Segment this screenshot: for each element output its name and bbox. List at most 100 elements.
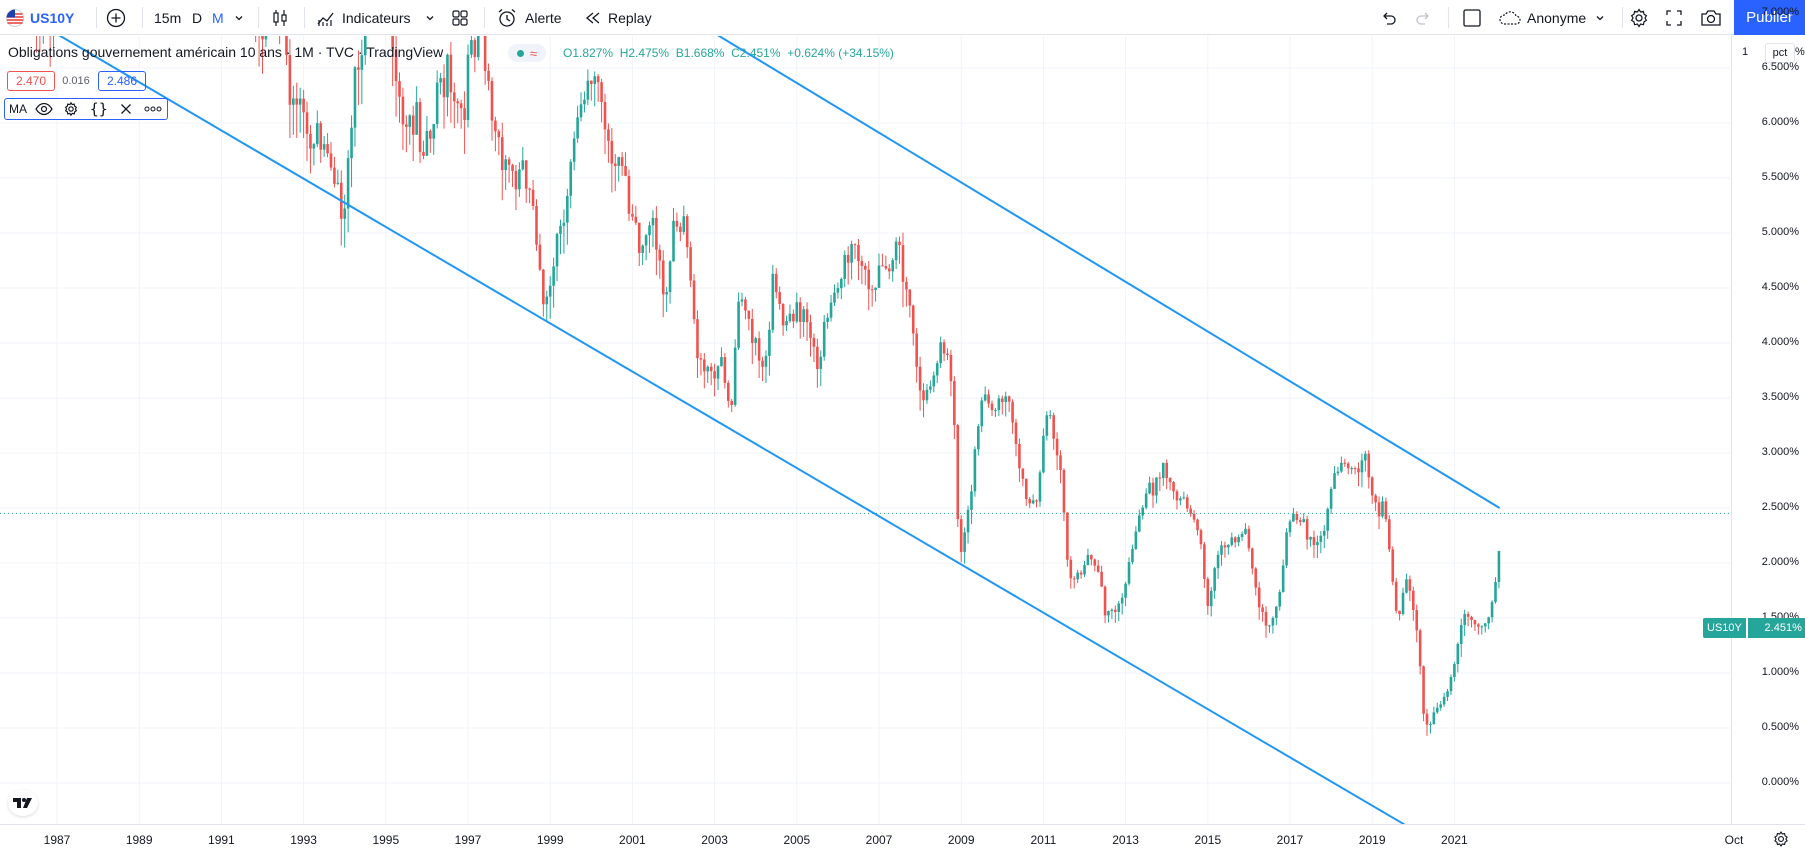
candle-body xyxy=(795,302,799,322)
candle-body xyxy=(429,130,432,139)
candle-body xyxy=(1370,477,1374,496)
alarm-clock-icon xyxy=(496,7,518,29)
price-axis[interactable]: 1 pct % 11.000%10.500%10.000%9.500%9.000… xyxy=(1731,6,1805,843)
candle-body xyxy=(634,216,638,223)
candle-body xyxy=(1093,559,1097,566)
snapshot-button[interactable] xyxy=(1700,0,1722,35)
candle-body xyxy=(994,410,997,412)
gear-icon[interactable] xyxy=(58,101,85,117)
eye-icon[interactable] xyxy=(30,102,57,116)
layout-name-button[interactable]: Anonyme xyxy=(1498,0,1606,35)
sell-price-button[interactable]: 2.470 xyxy=(7,71,55,91)
tradingview-logo-icon[interactable] xyxy=(8,790,38,816)
candle-body xyxy=(538,244,542,270)
candle-body xyxy=(850,244,853,263)
grid-icon xyxy=(450,8,470,28)
indicator-legend-ma[interactable]: MA {} xyxy=(4,98,168,120)
chart-type-button[interactable] xyxy=(270,0,290,35)
candle-body xyxy=(894,241,898,261)
candle-body xyxy=(514,170,518,190)
indicators-button[interactable]: Indicateurs xyxy=(316,0,410,35)
fullscreen-layout-button[interactable] xyxy=(1462,0,1482,35)
candle-body xyxy=(1213,568,1216,591)
candle-body xyxy=(1360,460,1364,473)
compare-button[interactable] xyxy=(105,0,127,35)
low-value: B1.668% xyxy=(675,46,725,60)
redo-button[interactable] xyxy=(1414,0,1434,35)
candle-body xyxy=(545,296,549,305)
indicators-dropdown[interactable] xyxy=(424,0,436,35)
candle-body xyxy=(1319,535,1323,542)
price-chart[interactable] xyxy=(0,36,1805,853)
candle-body xyxy=(983,394,987,401)
candle-body xyxy=(990,403,994,411)
candle-body xyxy=(1264,611,1268,626)
spread-value: 0.016 xyxy=(58,71,94,91)
candle-body xyxy=(1254,568,1258,588)
publish-button[interactable]: Publier xyxy=(1734,0,1805,35)
candle-body xyxy=(542,269,545,305)
candle-body xyxy=(1326,508,1329,531)
series-title[interactable]: Obligations gouvernement américain 10 an… xyxy=(8,44,444,60)
market-status-badge[interactable]: ≈ xyxy=(508,44,546,62)
price-label: 3.000% xyxy=(1761,446,1799,458)
pct-mode-label: pct xyxy=(1772,47,1788,59)
candle-body xyxy=(528,188,531,190)
top-toolbar: US10Y 15m D M Indicateurs Alerte xyxy=(0,0,1805,35)
interval-m[interactable]: M xyxy=(212,0,224,35)
divider xyxy=(304,7,305,28)
candle-body xyxy=(1223,545,1227,548)
candle-body xyxy=(942,342,946,354)
candle-body xyxy=(1340,462,1343,472)
replay-button[interactable]: Replay xyxy=(584,0,652,35)
candle-body xyxy=(1141,507,1145,516)
scale-value[interactable]: 1 xyxy=(1742,46,1749,58)
time-axis[interactable]: 1987 1989 1991 1993 1995 1997 1999 2001 2003 2005… xyxy=(0,824,1805,853)
buy-price-button[interactable]: 2.486 xyxy=(98,71,146,91)
candle-body xyxy=(949,354,953,382)
candle-body xyxy=(1209,590,1213,607)
templates-button[interactable] xyxy=(450,0,470,35)
candle-body xyxy=(1189,508,1192,514)
interval-15m[interactable]: 15m xyxy=(154,0,181,35)
candle-body xyxy=(641,245,644,253)
symbol-label: US10Y xyxy=(30,9,75,26)
candle-body xyxy=(884,266,888,269)
candle-body xyxy=(1257,587,1261,608)
candle-body xyxy=(1374,495,1377,503)
axis-settings-icon[interactable] xyxy=(1772,830,1790,853)
candle-body xyxy=(425,130,429,156)
candle-body xyxy=(1216,554,1220,569)
candle-body xyxy=(857,244,860,262)
close-icon[interactable] xyxy=(112,103,139,115)
candle-body xyxy=(1144,493,1148,508)
candle-body xyxy=(798,302,802,323)
candle-body xyxy=(1329,488,1333,509)
change-value: +0.624% (+34.15%) xyxy=(787,46,894,60)
candle-body xyxy=(918,366,922,391)
candle-body xyxy=(631,213,634,217)
symbol-search[interactable]: US10Y xyxy=(6,0,74,35)
candle-body xyxy=(764,355,768,367)
candle-body xyxy=(322,144,326,150)
close-value: C2.451% xyxy=(731,46,781,60)
source-code-icon[interactable]: {} xyxy=(89,100,108,118)
divider xyxy=(1448,7,1449,28)
alert-button[interactable]: Alerte xyxy=(496,0,562,35)
interval-dropdown[interactable] xyxy=(233,0,245,35)
interval-d[interactable]: D xyxy=(192,0,202,35)
settings-button[interactable] xyxy=(1628,0,1650,35)
candle-body xyxy=(1470,616,1473,620)
time-label: 1991 xyxy=(208,833,235,847)
candle-body xyxy=(696,319,699,359)
time-label: 1995 xyxy=(372,833,400,847)
undo-button[interactable] xyxy=(1378,0,1398,35)
more-icon[interactable] xyxy=(140,106,167,112)
candle-body xyxy=(737,301,740,348)
channel-upper-line xyxy=(717,36,1501,509)
candle-body xyxy=(1107,611,1110,616)
candle-body xyxy=(1309,536,1312,540)
fullscreen-button[interactable] xyxy=(1664,0,1684,35)
pct-mode-button[interactable]: pct xyxy=(1765,43,1795,63)
candle-body xyxy=(531,189,535,207)
